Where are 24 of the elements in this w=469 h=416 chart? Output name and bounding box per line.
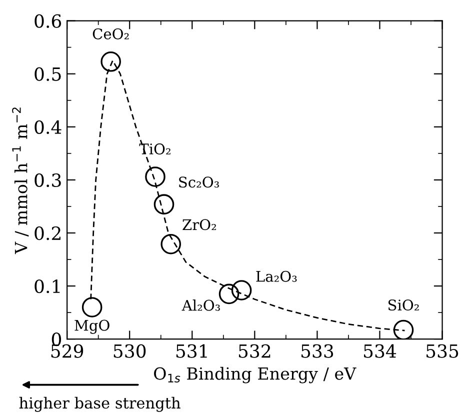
annotation: Sc₂O₃: [179, 176, 219, 188]
text: higher base strength: [19, 396, 180, 412]
y-tick-label: 0.2: [34, 226, 60, 240]
annotation: ZrO₂: [182, 219, 216, 230]
annotation: MgO: [74, 320, 110, 334]
y-axis-title: V / mmol h$^{−1}$ m$^{−2}$: [12, 108, 29, 254]
x-tick-label: 534: [364, 344, 396, 358]
annotation: La₂O₃: [256, 270, 297, 282]
annotation: TiO₂: [139, 143, 170, 154]
x-tick-label: 533: [302, 344, 334, 358]
x-tick-label: 535: [426, 344, 458, 358]
y-tick-label: 0.4: [34, 120, 62, 134]
x-tick-label: 530: [114, 344, 146, 358]
annotation: CeO₂: [92, 28, 129, 40]
x-tick-label: 529: [51, 344, 84, 358]
y-tick-label: 0.5: [34, 67, 61, 81]
y-tick-label: 0.6: [34, 14, 62, 28]
y-tick-label: 0.3: [34, 173, 61, 188]
annotation: SiO₂: [388, 300, 419, 311]
y-tick-label: 0.1: [34, 279, 60, 294]
x-axis-title: O$_{1s}$ Binding Energy / eV: [154, 366, 356, 384]
x-tick-label: 532: [238, 344, 270, 358]
annotation: Al₂O₃: [182, 300, 220, 311]
x-tick-label: 531: [176, 344, 207, 358]
